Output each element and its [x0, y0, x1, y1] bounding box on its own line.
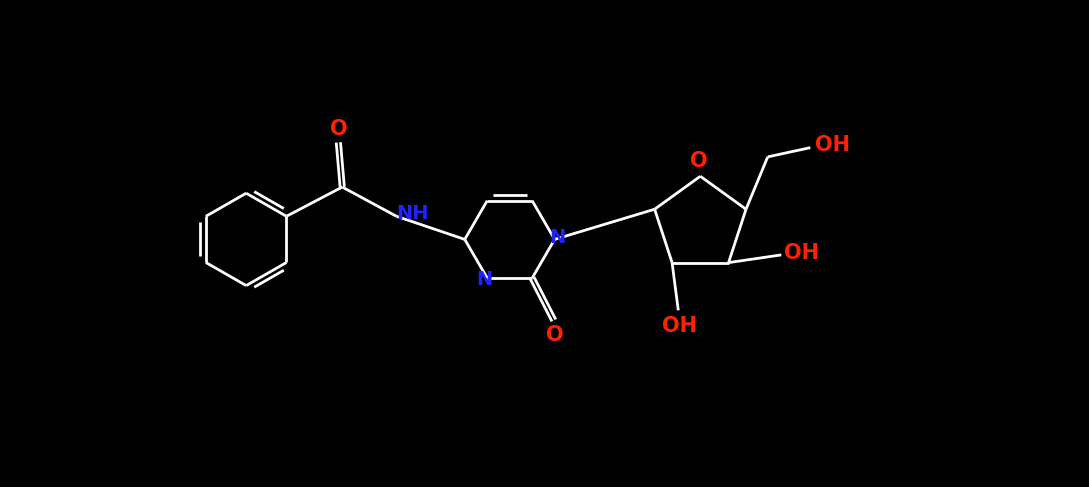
- Text: OH: OH: [815, 134, 849, 154]
- Text: NH: NH: [396, 204, 429, 223]
- Text: OH: OH: [662, 316, 697, 336]
- Text: N: N: [549, 227, 565, 246]
- Text: N: N: [476, 270, 492, 289]
- Text: O: O: [546, 325, 563, 345]
- Text: OH: OH: [784, 243, 819, 262]
- Text: O: O: [330, 118, 347, 138]
- Text: O: O: [690, 151, 708, 171]
